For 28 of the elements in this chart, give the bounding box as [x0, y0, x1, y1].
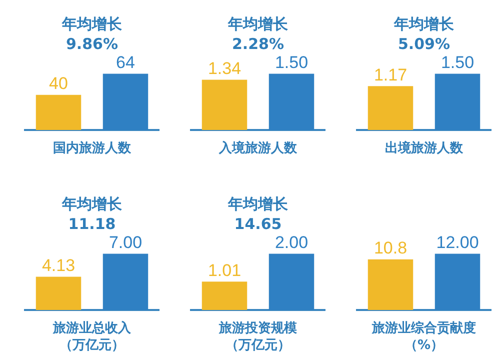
- data-label: 10.8: [374, 238, 408, 258]
- text: 年均增长: [228, 14, 288, 34]
- data-label: 7.00: [108, 232, 142, 252]
- text: 年均增长: [228, 194, 288, 214]
- data-label: 12.00: [436, 232, 479, 252]
- x-axis-title: 旅游投资规模（万亿元）: [219, 320, 297, 354]
- text: 11.18: [67, 214, 117, 234]
- text: 2.28%: [230, 34, 286, 54]
- x-axis-title: 旅游业总收入（万亿元）: [53, 320, 131, 354]
- data-label: 1.50: [274, 52, 308, 72]
- text: 年均增长: [62, 14, 122, 34]
- data-label: 64: [116, 52, 135, 72]
- data-label: 1.17: [374, 65, 408, 84]
- x-axis-title: 旅游业综合贡献度（%）: [372, 320, 476, 354]
- text: 年均增长: [394, 14, 454, 34]
- text: 9.86%: [64, 34, 120, 54]
- x-axis-title: 国内旅游人数: [53, 140, 131, 157]
- data-label: 40: [49, 74, 68, 93]
- data-label: 2.00: [274, 232, 308, 252]
- data-label: 1.01: [208, 260, 242, 280]
- data-label: 4.13: [42, 256, 76, 275]
- text: 14.65: [233, 214, 283, 234]
- x-axis-title: 入境旅游人数: [219, 140, 297, 157]
- x-axis-title: 出境旅游人数: [385, 140, 463, 157]
- data-label: 1.34: [208, 58, 242, 78]
- data-label: 1.50: [440, 52, 474, 72]
- text: 年均增长: [62, 194, 122, 214]
- text: 5.09%: [396, 34, 452, 54]
